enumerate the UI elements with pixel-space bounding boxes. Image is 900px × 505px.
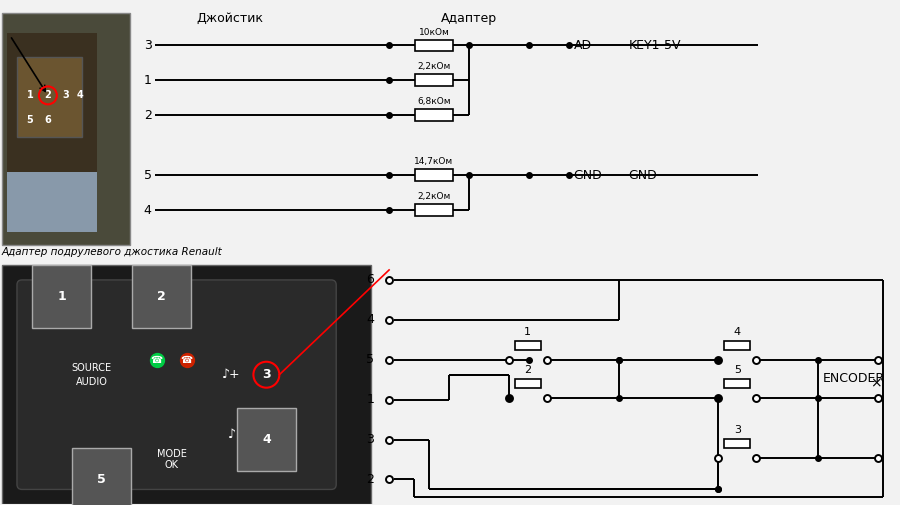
Bar [17,58,82,137]
Text: KEY1-5V: KEY1-5V [628,39,681,52]
Text: GND: GND [628,169,657,182]
Text: 6: 6 [366,273,374,286]
Text: SOURCE
AUDIO: SOURCE AUDIO [72,363,112,387]
Text: 5: 5 [366,353,374,366]
Text: 2: 2 [144,109,151,122]
Text: 3: 3 [734,425,741,435]
Bar [515,379,541,388]
Text: Джойстик: Джойстик [196,12,263,25]
Text: AD: AD [573,39,592,52]
Text: 3: 3 [262,368,271,381]
Text: 2,2кОм: 2,2кОм [418,63,451,71]
Text: ♪: ♪ [228,428,236,441]
Text: MODE
OK: MODE OK [157,449,186,470]
FancyBboxPatch shape [17,280,337,489]
Text: 4: 4 [262,433,271,446]
Bar [2,265,371,504]
Bar [515,341,541,350]
Bar [724,439,751,448]
Bar [724,341,751,350]
Text: Адаптер подрулевого джостика Renault: Адаптер подрулевого джостика Renault [2,247,222,257]
Bar [415,204,453,216]
Text: ☎: ☎ [181,355,193,365]
Text: ENCODER: ENCODER [824,372,886,385]
Text: 3: 3 [62,90,69,100]
Text: 4: 4 [76,90,83,100]
Text: 3: 3 [144,39,151,52]
Bar [415,169,453,181]
Text: 5: 5 [734,365,741,375]
Text: 1: 1 [58,290,67,304]
Text: 2: 2 [44,90,51,100]
Bar [2,13,130,245]
Text: 1: 1 [27,90,33,100]
Text: 4: 4 [144,204,151,217]
Text: 10кОм: 10кОм [418,27,449,36]
Text: 2: 2 [524,365,531,375]
Bar [7,32,97,172]
Text: 5: 5 [27,115,33,125]
Text: 4: 4 [366,313,374,326]
Bar [7,172,97,232]
Text: ♪+: ♪+ [222,368,241,381]
Text: 4: 4 [734,327,741,337]
Text: 6: 6 [44,115,51,125]
Bar [415,74,453,86]
Text: Адаптер: Адаптер [441,12,497,25]
Text: 5: 5 [144,169,151,182]
Text: 14,7кОм: 14,7кОм [414,157,454,166]
Bar [415,39,453,52]
Text: GND: GND [573,169,602,182]
Text: 2: 2 [366,473,374,486]
Text: 3: 3 [366,433,374,446]
Text: 1: 1 [525,327,531,337]
Text: 1: 1 [366,393,374,406]
Text: 2: 2 [158,290,166,304]
Text: ×: × [870,377,882,391]
Text: 6,8кОм: 6,8кОм [418,97,451,107]
Text: 5: 5 [97,473,106,486]
Text: ☎: ☎ [150,355,163,365]
Bar [415,110,453,121]
Text: 1: 1 [144,74,151,87]
Text: 2,2кОм: 2,2кОм [418,192,451,201]
Bar [724,379,751,388]
